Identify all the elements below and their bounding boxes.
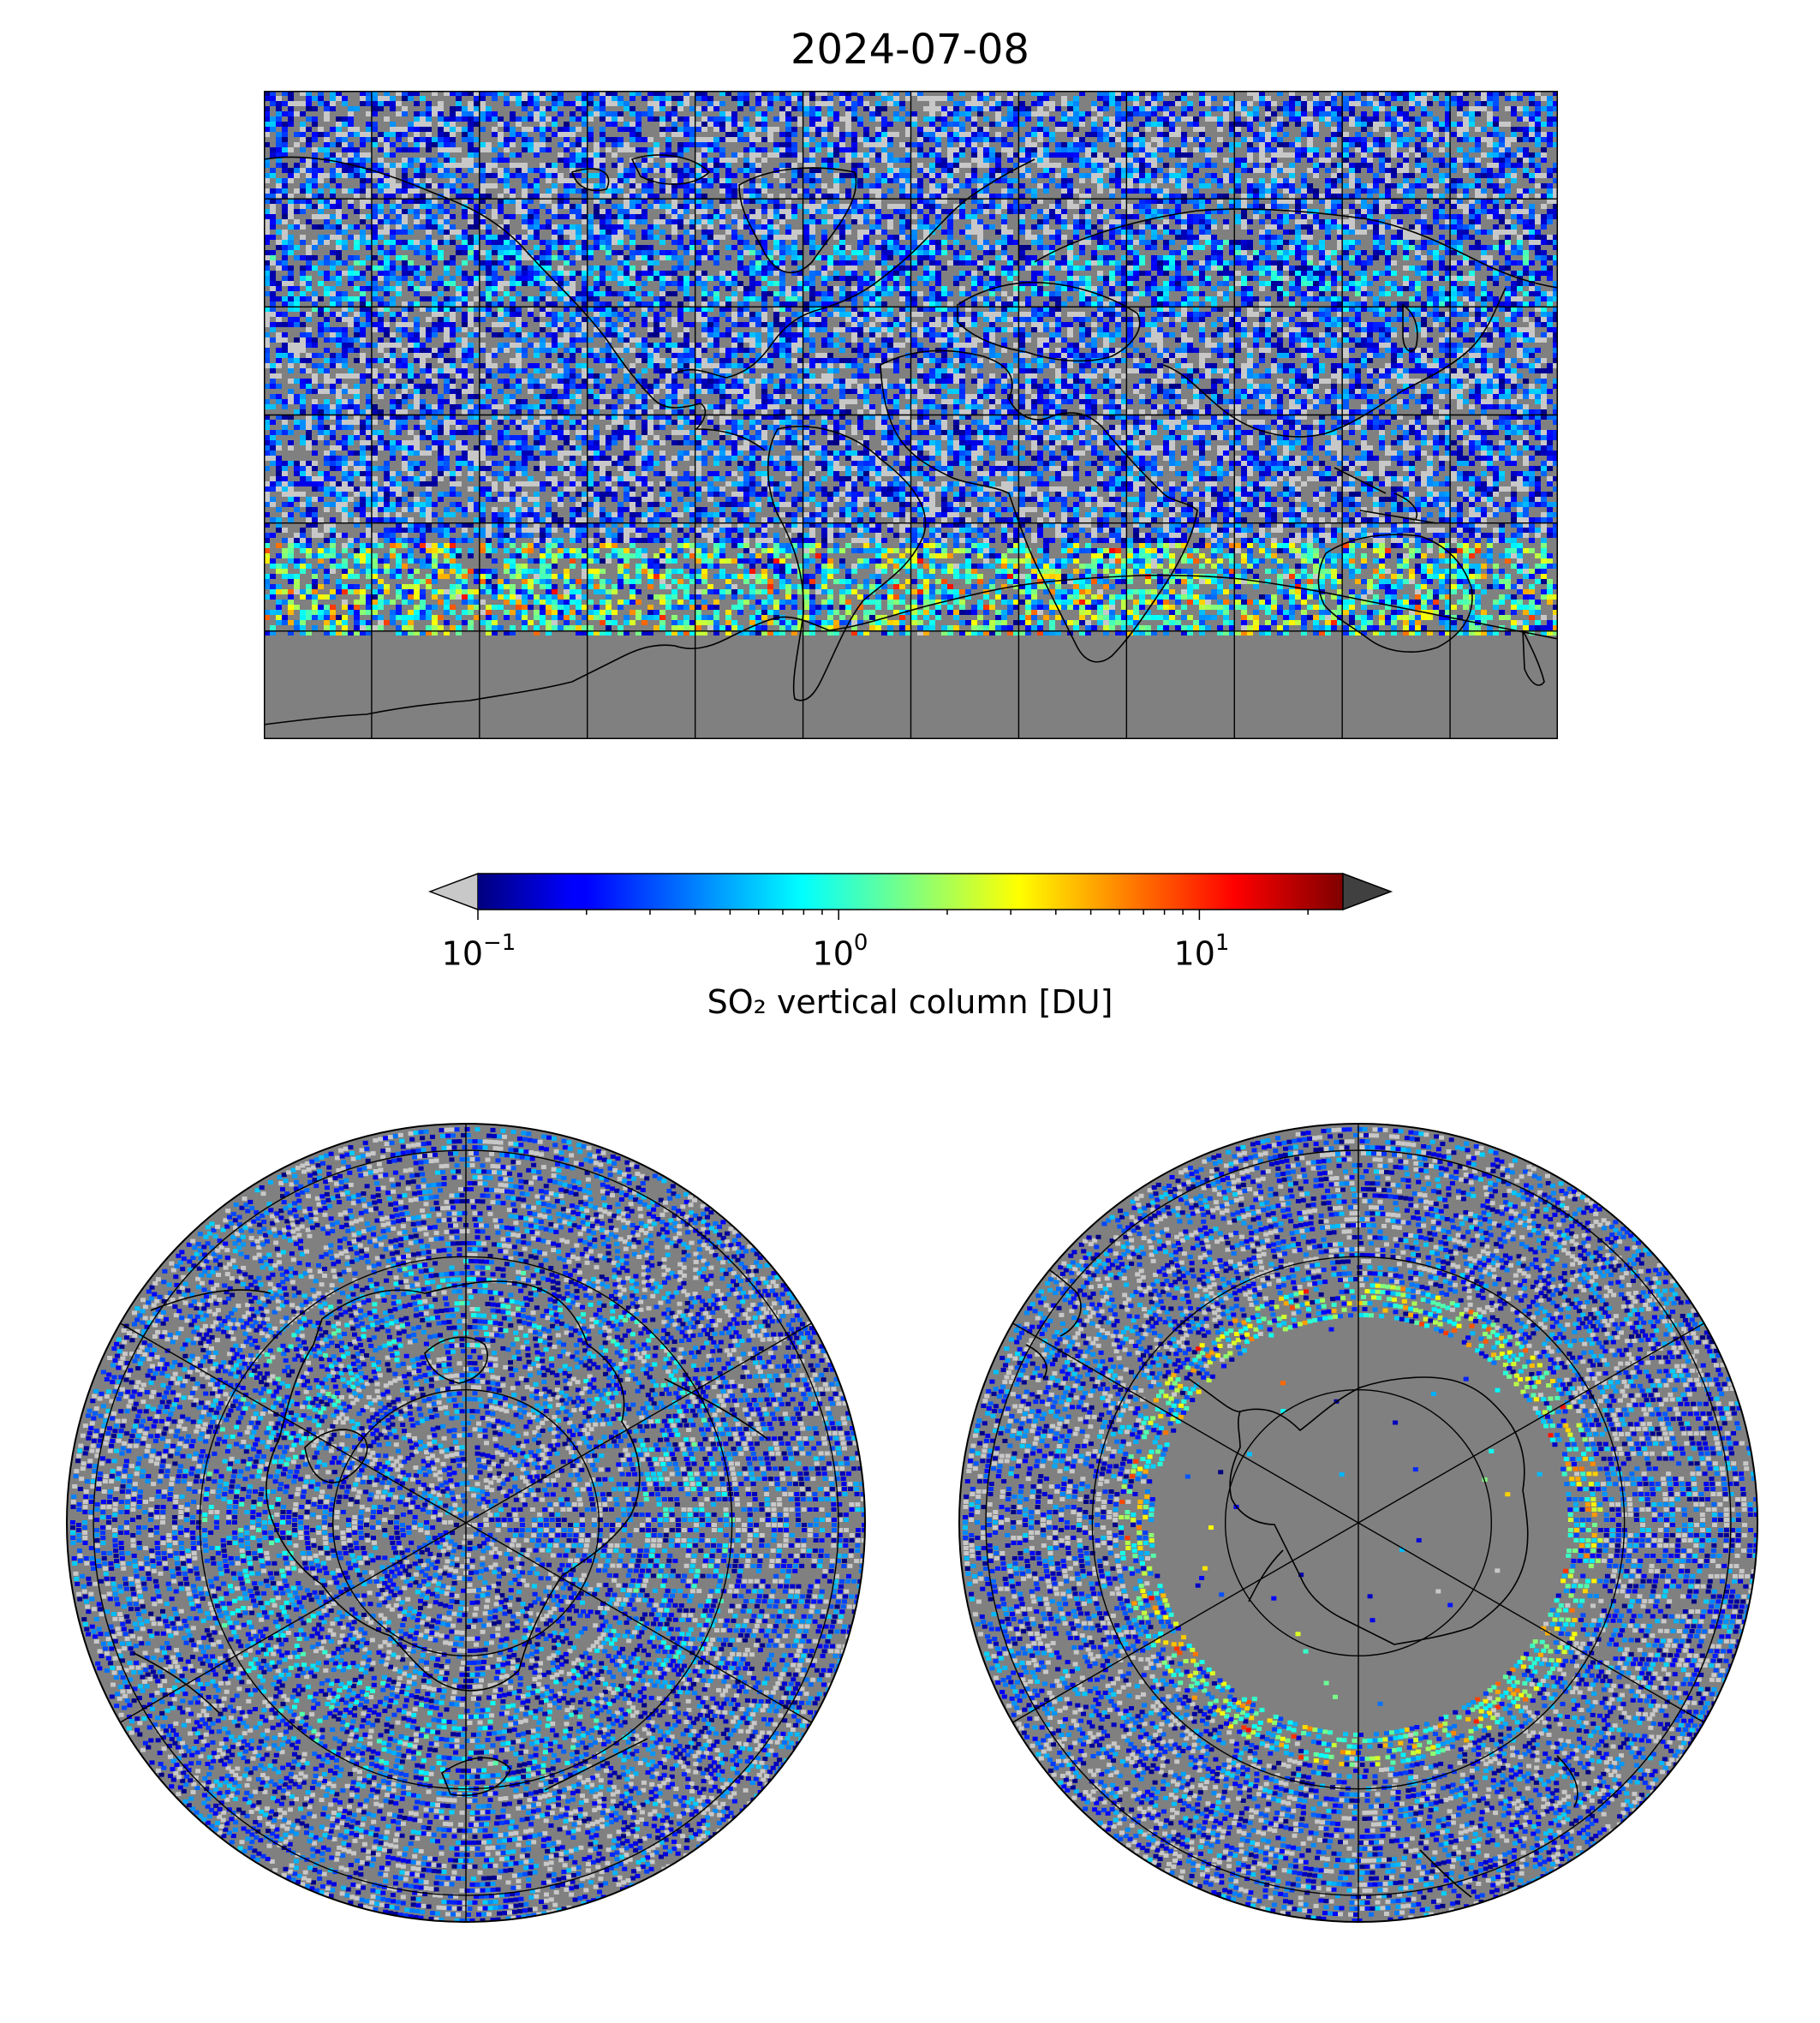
north-polar-map xyxy=(66,1123,866,1923)
world-map-frame xyxy=(264,91,1558,739)
colorbar-tick-label: 10−1 xyxy=(442,930,516,973)
colorbar xyxy=(428,872,1393,920)
colorbar-under-extension xyxy=(428,872,479,911)
world-data-cells xyxy=(264,91,1558,636)
south-polar-frame xyxy=(958,1123,1758,1923)
north-polar-frame xyxy=(66,1123,866,1923)
south-polar-map xyxy=(958,1123,1758,1923)
colorbar-label: SO₂ vertical column [DU] xyxy=(0,983,1820,1021)
north-polar-gridlines xyxy=(92,1124,839,1922)
colorbar-tick-label: 100 xyxy=(813,930,868,973)
colorbar-over-extension xyxy=(1342,872,1393,911)
south-polar-data-cells xyxy=(963,1127,1757,1922)
north-polar-data-cells xyxy=(70,1127,865,1922)
world-coastlines xyxy=(264,154,1558,725)
south-polar-gridlines xyxy=(985,1124,1732,1922)
page-title: 2024-07-08 xyxy=(0,26,1820,74)
north-polar-coastlines xyxy=(133,1280,768,1796)
colorbar-gradient xyxy=(478,874,1343,910)
world-gridlines xyxy=(264,91,1558,739)
colorbar-tick-label: 101 xyxy=(1174,930,1230,973)
colorbar-ticks xyxy=(477,910,1309,920)
world-map xyxy=(264,91,1558,739)
